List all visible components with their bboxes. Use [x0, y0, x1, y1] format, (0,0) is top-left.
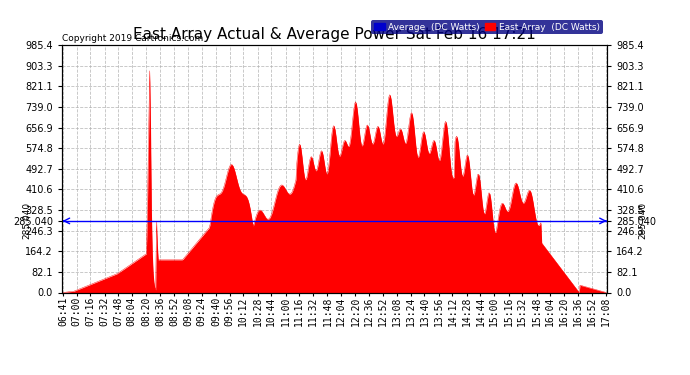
Legend: Average  (DC Watts), East Array  (DC Watts): Average (DC Watts), East Array (DC Watts…: [371, 20, 602, 34]
Title: East Array Actual & Average Power Sat Feb 16 17:21: East Array Actual & Average Power Sat Fe…: [133, 27, 536, 42]
Text: Copyright 2019 Cartronics.com: Copyright 2019 Cartronics.com: [62, 33, 204, 42]
Text: 285.040: 285.040: [22, 202, 31, 240]
Text: 285.040: 285.040: [638, 202, 647, 240]
